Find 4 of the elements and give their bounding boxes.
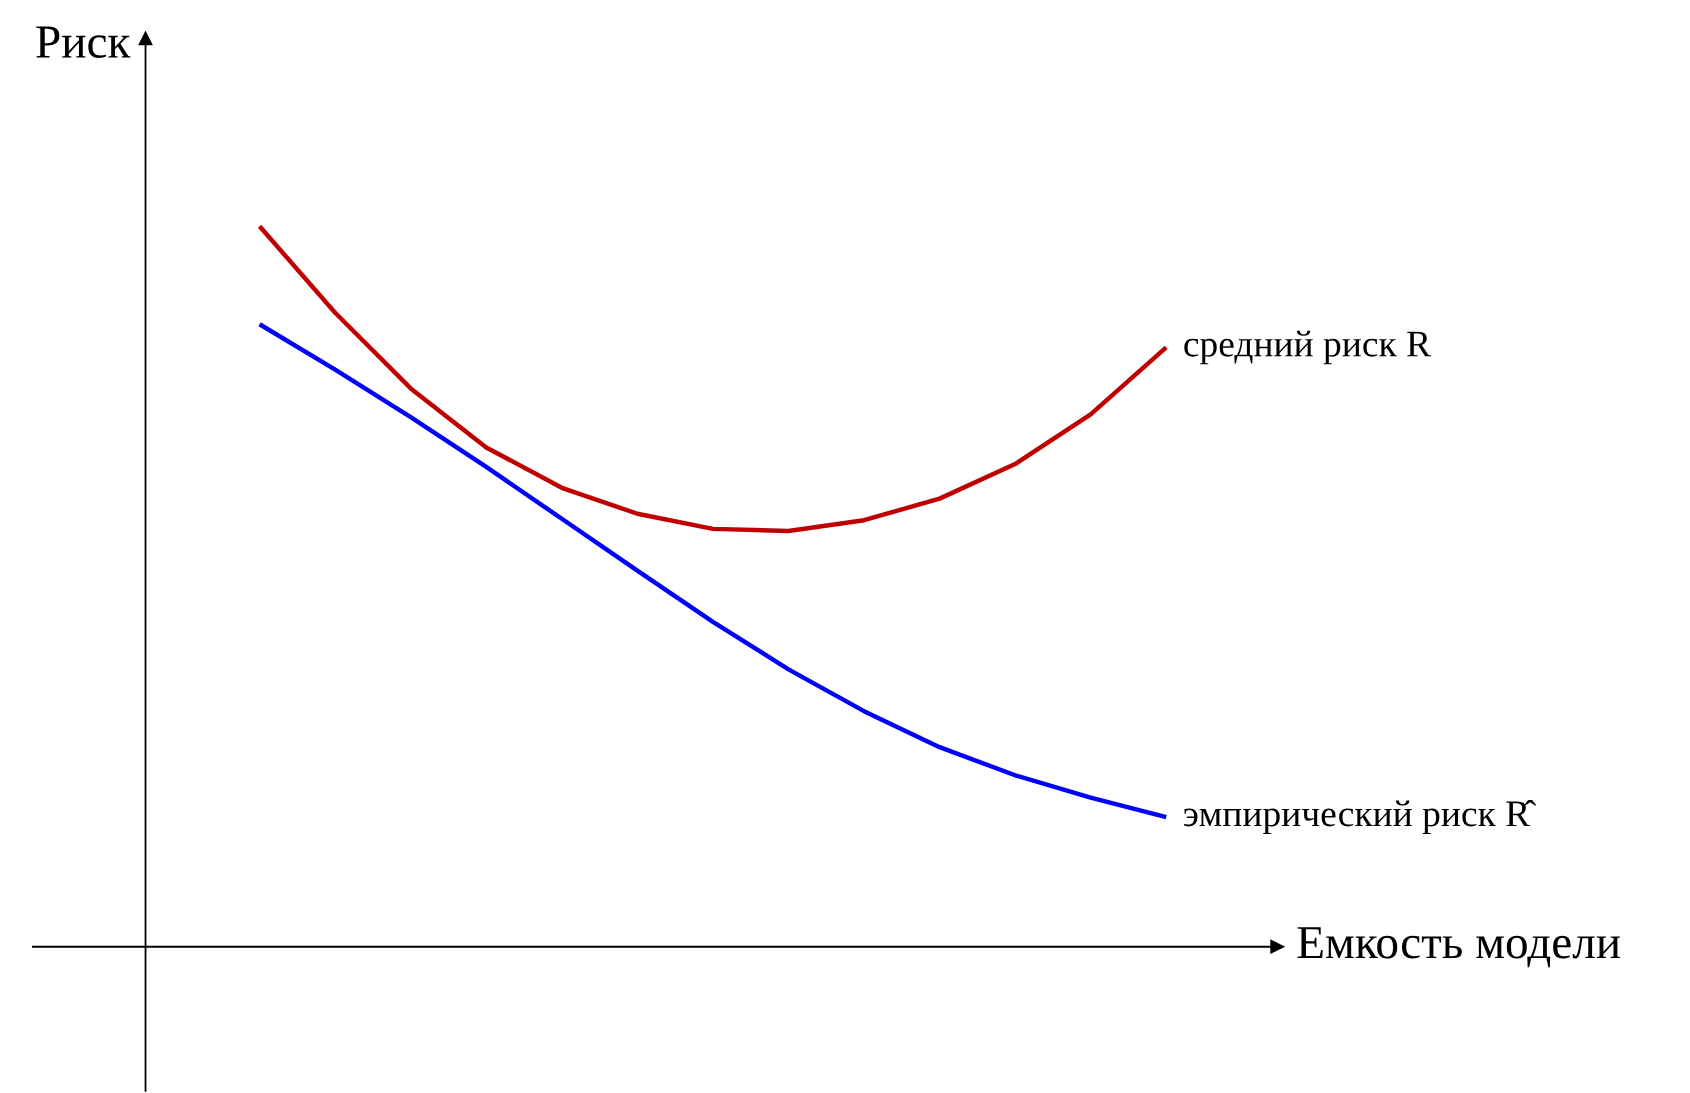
y-axis-title: Риск [36,26,131,58]
x-axis-title: Емкость модели [1297,927,1620,968]
series-label: средний риск R [1184,330,1432,365]
series-label: эмпирический риск R̂ [1184,800,1537,835]
